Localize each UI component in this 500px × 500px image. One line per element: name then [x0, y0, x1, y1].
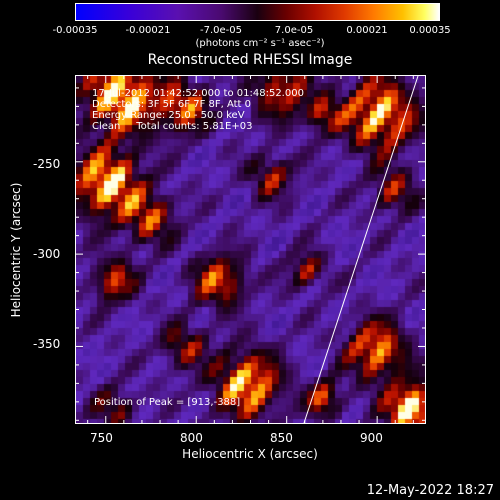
colorbar-tick: 7.0e-05: [274, 25, 314, 36]
y-tick-label: -250: [33, 157, 61, 171]
solar-limb: [303, 76, 419, 423]
heatmap-image: [76, 76, 425, 423]
y-tick-label: -300: [33, 247, 61, 261]
x-tick-label: 800: [180, 431, 203, 445]
peak-position-text: Position of Peak = [913,-388]: [94, 397, 241, 408]
timestamp-footer: 12-May-2022 18:27: [366, 483, 494, 498]
time-range-text: 17-Jul-2012 01:42:52.000 to 01:48:52.000: [92, 88, 304, 99]
chart-title: Reconstructed RHESSI Image: [147, 52, 353, 68]
y-tick-label: -350: [33, 337, 61, 351]
limb-line: [303, 76, 419, 423]
x-tick-label: 750: [90, 431, 113, 445]
colorbar: [75, 3, 440, 21]
colorbar-tick: 0.00021: [346, 25, 388, 36]
y-axis-label: Heliocentric Y (arcsec): [9, 182, 23, 318]
colorbar-tick: -0.00035: [52, 25, 98, 36]
colorbar-tick: -0.00021: [125, 25, 171, 36]
colorbar-tick: 0.00035: [409, 25, 451, 36]
colorbar-gradient: [76, 4, 439, 20]
clean-counts-text: Clean Total counts: 5.81E+03: [92, 121, 253, 132]
x-axis-label: Heliocentric X (arcsec): [182, 447, 318, 461]
x-tick-label: 900: [360, 431, 383, 445]
energy-range-text: Energy Range: 25.0 - 50.0 keV: [92, 110, 245, 121]
colorbar-tick: -7.0e-05: [200, 25, 242, 36]
detectors-text: Detectors: 3F 5F 6F 7F 8F, Att 0: [92, 99, 252, 110]
colorbar-units: (photons cm⁻² s⁻¹ asec⁻²): [195, 38, 325, 49]
plot-area: 17-Jul-2012 01:42:52.000 to 01:48:52.000…: [75, 75, 426, 424]
x-tick-label: 850: [270, 431, 293, 445]
